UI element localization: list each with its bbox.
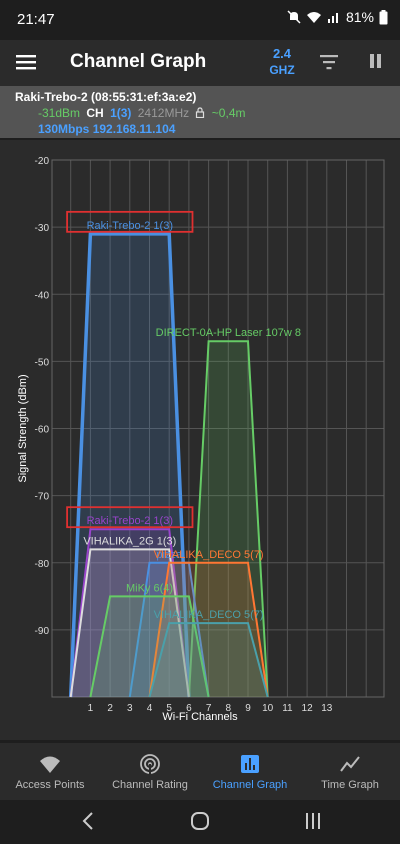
wifi-status-icon	[306, 12, 321, 23]
channel-label: CH	[86, 106, 104, 120]
network-series: MiKy 6(4)	[89, 582, 210, 698]
network-label: VIHALIKA_DECO 5(7)	[154, 609, 264, 621]
x-axis-label: Wi-Fi Channels	[162, 711, 238, 723]
channel-value: 1(3)	[110, 106, 132, 120]
radar-icon	[140, 754, 160, 775]
y-tick-label: -20	[35, 156, 50, 167]
network-area	[188, 341, 268, 697]
network-label: Raki-Trebo-2 1(3)	[87, 515, 173, 527]
distance: ~0,4m	[211, 106, 246, 120]
channel-graph: -20 -30 -40 -50 -60 -70 -80 -90 Raki-Trebo-2 1(3…	[0, 140, 400, 740]
bottom-tab-bar: Access Points Channel Rating Channel Gra…	[0, 743, 400, 800]
x-tick-label: 6	[186, 703, 192, 714]
app-bar: Channel Graph 2.4 GHZ	[0, 40, 400, 86]
tab-label-time-graph: Time Graph	[321, 779, 379, 791]
tab-channel-graph[interactable]: Channel Graph	[200, 743, 300, 800]
connection-details: -31dBm CH 1(3) 2412MHz ~0,4m	[38, 106, 248, 120]
channel-graph-svg: -20 -30 -40 -50 -60 -70 -80 -90 Raki-Trebo-2 1(3…	[17, 156, 385, 723]
network-label: DIRECT-0A-HP Laser 107w 8	[156, 327, 301, 339]
highlight-box	[66, 210, 194, 233]
tab-channel-rating[interactable]: Channel Rating	[100, 743, 200, 800]
tab-time-graph[interactable]: Time Graph	[300, 743, 400, 800]
network-outline	[187, 340, 269, 698]
x-tick-label: 2	[107, 703, 113, 714]
status-time: 21:47	[17, 11, 55, 28]
filter-icon[interactable]	[318, 52, 340, 72]
x-tick-label: 4	[147, 703, 153, 714]
band-selector-button[interactable]: 2.4 GHZ	[262, 46, 302, 78]
signal-strength: -31dBm	[38, 106, 81, 120]
battery-icon	[379, 9, 388, 24]
system-nav-bar	[0, 800, 400, 844]
y-tick-label: -50	[35, 357, 50, 368]
network-label: VIHALIKA_2G 1(3)	[83, 535, 176, 547]
tab-label-access-points: Access Points	[15, 779, 85, 791]
lock-icon	[196, 107, 205, 119]
status-icons: 81%	[287, 9, 388, 25]
connection-info[interactable]: Raki-Trebo-2 (08:55:31:ef:3a:e2) -31dBm …	[0, 86, 400, 138]
network-outline	[148, 561, 269, 698]
band-unit: GHZ	[269, 63, 295, 77]
network-outline	[68, 232, 191, 698]
mute-icon	[287, 10, 301, 24]
x-tick-label: 9	[245, 703, 251, 714]
status-bar: 21:47 81%	[0, 0, 400, 40]
hamburger-menu-icon[interactable]	[16, 52, 38, 72]
x-tick-label: 5	[166, 703, 172, 714]
y-tick-label: -90	[35, 626, 50, 637]
frequency: 2412MHz	[137, 106, 190, 120]
network-series: Raki-Trebo-2 1(3)	[66, 506, 194, 698]
network-label: pizza	[156, 549, 183, 561]
network-area	[70, 233, 189, 697]
recent-apps-icon[interactable]	[303, 812, 323, 830]
y-tick-label: -80	[35, 559, 50, 570]
tab-label-channel-rating: Channel Rating	[112, 779, 188, 791]
pause-icon[interactable]	[366, 52, 386, 72]
network-outline	[89, 595, 210, 698]
network-label: MiKy 6(4)	[126, 582, 173, 594]
tab-access-points[interactable]: Access Points	[0, 743, 100, 800]
wifi-icon	[40, 756, 60, 773]
x-tick-label: 13	[321, 703, 333, 714]
cell-signal-icon	[327, 13, 338, 23]
network-label: Raki-Trebo-2 1(3)	[87, 220, 173, 232]
network-area	[90, 596, 209, 697]
x-tick-label: 12	[302, 703, 314, 714]
x-tick-label: 1	[88, 703, 94, 714]
y-axis-label: Signal Strength (dBm)	[17, 374, 29, 482]
y-tick-label: -60	[35, 425, 50, 436]
bar-chart-icon	[241, 755, 259, 773]
back-icon[interactable]	[80, 811, 96, 831]
page-title: Channel Graph	[70, 51, 207, 72]
network-series: DIRECT-0A-HP Laser 107w 8	[156, 327, 301, 698]
network-label: VIHALIKA_DECO 5(7)	[154, 549, 264, 561]
grid-lines	[51, 159, 385, 698]
network-area	[70, 529, 189, 697]
network-outline	[69, 528, 190, 698]
y-tick-label: -40	[35, 290, 50, 301]
battery-percent: 81%	[345, 9, 374, 25]
link-speed: 130Mbps	[38, 122, 90, 136]
y-tick-label: -70	[35, 492, 50, 503]
tab-label-channel-graph: Channel Graph	[212, 779, 288, 791]
x-tick-label: 3	[127, 703, 133, 714]
band-value: 2.4	[272, 46, 292, 61]
home-icon[interactable]	[190, 811, 210, 831]
network-area	[149, 623, 268, 697]
x-tick-label: 11	[282, 703, 293, 714]
ip-address: 192.168.11.104	[92, 122, 176, 136]
speed-ip-line: 130Mbps 192.168.11.104	[38, 122, 175, 136]
network-series: VIHALIKA_DECO 5(7)	[148, 609, 269, 698]
line-graph-icon	[340, 756, 360, 772]
plot-frame	[51, 159, 385, 698]
x-tick-label: 8	[226, 703, 232, 714]
connected-ssid: Raki-Trebo-2 (08:55:31:ef:3a:e2)	[15, 90, 197, 104]
y-tick-label: -30	[35, 223, 50, 234]
network-series: Raki-Trebo-2 1(3)	[66, 210, 194, 698]
x-tick-label: 7	[206, 703, 212, 714]
x-tick-label: 10	[262, 703, 274, 714]
network-outline	[148, 622, 269, 698]
highlight-box	[66, 506, 194, 529]
